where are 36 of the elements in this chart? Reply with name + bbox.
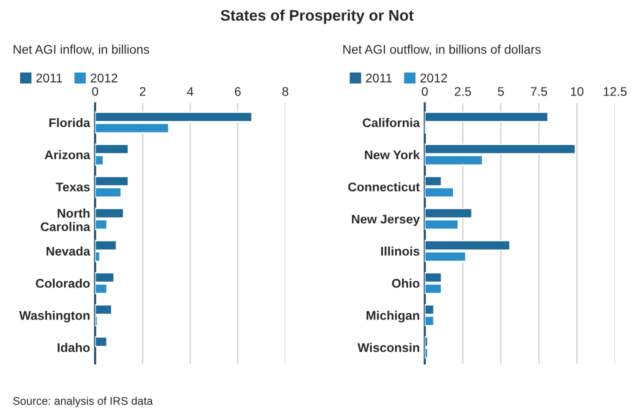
x-tick-label: 12.5 bbox=[604, 87, 627, 96]
y-tick-label: Ohio bbox=[392, 278, 420, 288]
y-tick-label: Colorado bbox=[36, 278, 90, 288]
y-tick-label: North Carolina bbox=[40, 208, 90, 232]
legend-label: 2011 bbox=[36, 74, 62, 82]
y-tick-label: Texas bbox=[56, 182, 90, 192]
chart-subtitle: Net AGI inflow, in billions bbox=[14, 44, 150, 56]
y-tick-label: Illinois bbox=[381, 246, 420, 256]
y-tick-label: Wisconsin bbox=[358, 342, 420, 352]
x-tick-label: 2.5 bbox=[454, 87, 471, 96]
chart-subtitle: Net AGI outflow, in billions of dollars bbox=[343, 44, 541, 56]
x-tick-label: 0 bbox=[422, 87, 428, 96]
x-tick-label: 10 bbox=[570, 87, 584, 96]
bar bbox=[95, 336, 108, 348]
x-tick-label: 4 bbox=[187, 87, 194, 96]
x-tick-label: 0 bbox=[92, 87, 98, 96]
x-tick-label: 7.5 bbox=[530, 87, 548, 96]
y-tick-label: New Jersey bbox=[352, 214, 420, 226]
y-tick-label: Arizona bbox=[44, 150, 90, 160]
y-tick-label: New York bbox=[364, 150, 420, 160]
y-tick-label: Florida bbox=[49, 118, 90, 128]
legend-label: 2012 bbox=[90, 74, 118, 82]
x-tick-label: 8 bbox=[282, 87, 288, 96]
x-tick-label: 2 bbox=[140, 87, 146, 96]
y-tick-label: Washington bbox=[19, 310, 90, 322]
x-tick-label: 6 bbox=[234, 87, 241, 96]
y-tick-label: Michigan bbox=[366, 310, 420, 322]
source-note: Source: analysis of IRS data bbox=[13, 396, 153, 408]
y-tick-label: Nevada bbox=[46, 246, 90, 256]
y-tick-label: Connecticut bbox=[348, 182, 420, 192]
legend-label: 2011 bbox=[366, 74, 392, 82]
y-tick-label: California bbox=[362, 118, 420, 128]
x-tick-label: 5 bbox=[498, 87, 504, 96]
y-tick-label: Idaho bbox=[58, 342, 90, 352]
legend-label: 2012 bbox=[420, 74, 448, 82]
text: States of Prosperity or Not bbox=[220, 10, 414, 24]
